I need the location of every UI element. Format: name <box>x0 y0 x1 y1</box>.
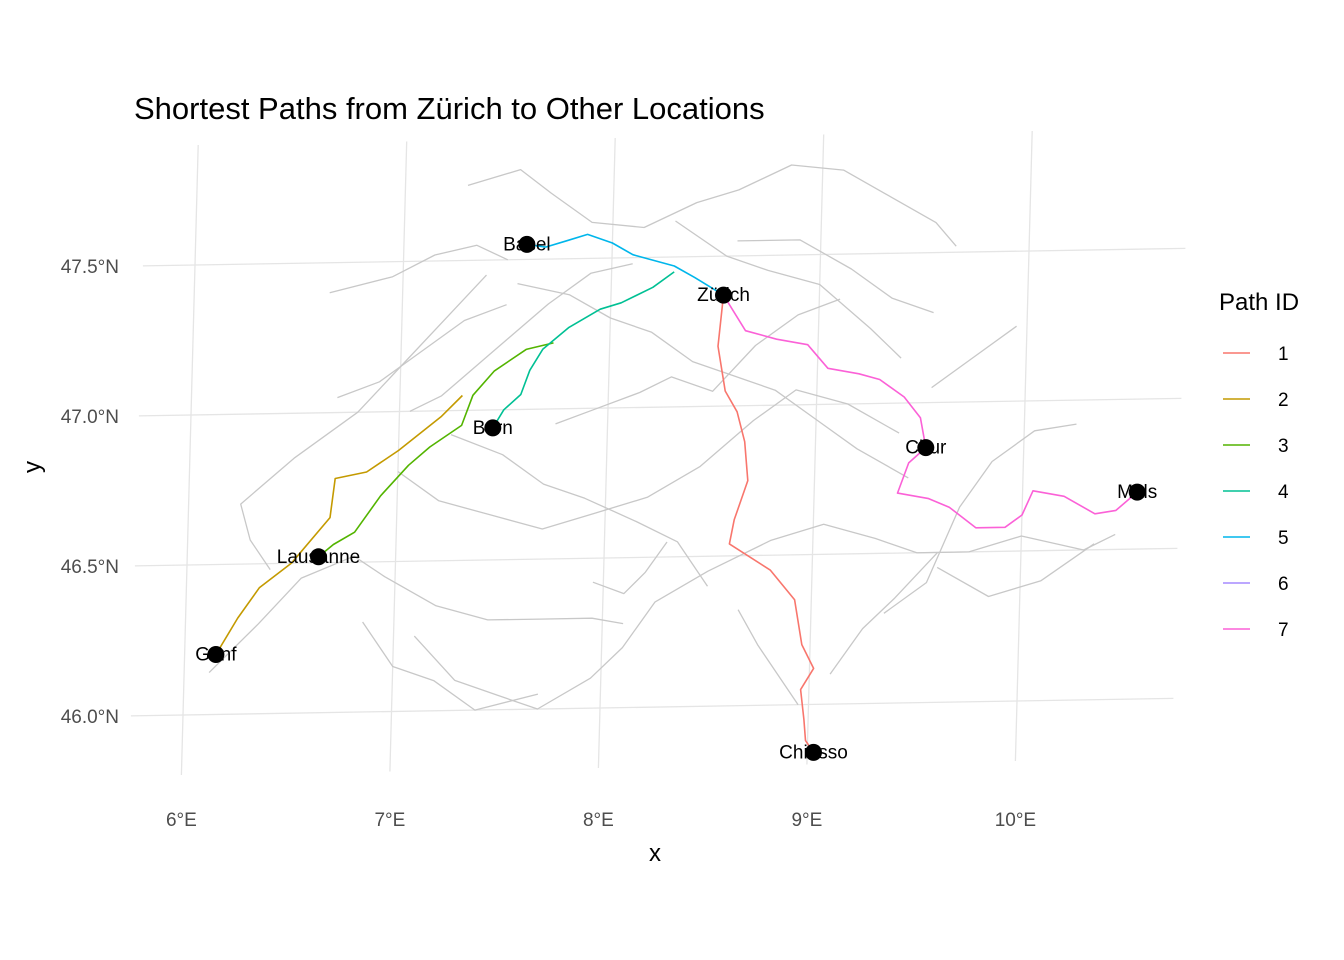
legend: Path ID 1 2 3 4 5 6 7 <box>1219 289 1299 641</box>
location-marker <box>207 646 225 663</box>
parallel-gridline <box>142 247 1186 267</box>
legend-label: 3 <box>1278 436 1289 457</box>
y-axis-ticks: 47.5°N 47.0°N 46.5°N 46.0°N <box>61 257 119 728</box>
road-line <box>829 551 939 675</box>
road-line <box>413 523 1116 710</box>
location-marker <box>518 235 536 253</box>
road-line <box>883 423 1077 614</box>
y-tick-label: 46.0°N <box>61 707 119 728</box>
x-tick-label: 8°E <box>583 810 614 831</box>
x-tick-label: 10°E <box>995 810 1036 831</box>
parallel-gridline <box>130 697 1174 717</box>
location-markers: Zürich Basel Bern Lausanne Genf Chur Mals Chias… <box>195 234 1157 763</box>
meridian-gridline <box>597 137 616 769</box>
path-3-line <box>317 342 554 558</box>
path-2-line <box>215 394 463 655</box>
chart-title: Shortest Paths from Zürich to Other Loca… <box>134 91 765 126</box>
path-7-line <box>722 294 1138 529</box>
parallel-gridline <box>138 397 1182 417</box>
road-line <box>409 263 633 412</box>
road-line <box>737 609 799 706</box>
road-line <box>936 543 1095 598</box>
location-label: Zürich <box>697 285 750 306</box>
path-1-line <box>717 295 815 753</box>
shortest-path-routes <box>215 233 1138 753</box>
x-tick-label: 6°E <box>166 810 197 831</box>
y-tick-label: 47.0°N <box>61 407 119 428</box>
road-line <box>337 304 507 399</box>
y-tick-label: 46.5°N <box>61 557 119 578</box>
road-line <box>397 389 900 530</box>
road-line <box>737 239 934 314</box>
location-marker <box>484 419 502 437</box>
location-label: Chur <box>905 438 947 459</box>
road-line <box>517 282 909 479</box>
location-label: Mals <box>1117 482 1157 503</box>
road-line <box>208 555 624 674</box>
path-5-line <box>526 233 724 296</box>
x-axis-title: x <box>649 840 661 867</box>
location-marker <box>1128 483 1146 501</box>
location-marker <box>917 439 935 457</box>
legend-label: 1 <box>1278 344 1289 365</box>
location-label: Lausanne <box>277 547 360 568</box>
road-line <box>675 220 902 359</box>
x-axis-ticks: 6°E 7°E 8°E 9°E 10°E <box>166 810 1036 831</box>
location-label: Bern <box>473 418 513 439</box>
location-label: Basel <box>503 234 551 255</box>
meridian-gridline <box>806 134 825 765</box>
legend-label: 6 <box>1278 574 1289 595</box>
road-line <box>240 274 487 570</box>
x-tick-label: 9°E <box>791 810 822 831</box>
road-line <box>450 433 709 587</box>
y-axis-title: y <box>19 461 46 473</box>
legend-label: 5 <box>1278 528 1289 549</box>
graticule <box>130 130 1186 776</box>
meridian-gridline <box>1014 130 1033 762</box>
road-line <box>329 244 509 294</box>
location-marker <box>310 548 327 566</box>
road-line <box>931 325 1017 389</box>
meridian-gridline <box>389 141 408 772</box>
legend-label: 2 <box>1278 390 1289 411</box>
road-network <box>208 164 1116 711</box>
location-label: Chiasso <box>779 742 848 763</box>
legend-label: 7 <box>1278 620 1289 641</box>
path-4-line <box>492 271 675 429</box>
legend-label: 4 <box>1278 482 1289 503</box>
x-tick-label: 7°E <box>374 810 405 831</box>
meridian-gridline <box>180 144 199 776</box>
legend-title: Path ID <box>1219 289 1299 316</box>
road-line <box>467 164 957 247</box>
road-line <box>592 541 668 595</box>
location-marker <box>805 743 822 761</box>
location-label: Genf <box>195 645 237 666</box>
road-line <box>362 621 539 711</box>
y-tick-label: 47.5°N <box>61 257 119 278</box>
road-line <box>555 298 841 425</box>
location-marker <box>715 286 732 304</box>
